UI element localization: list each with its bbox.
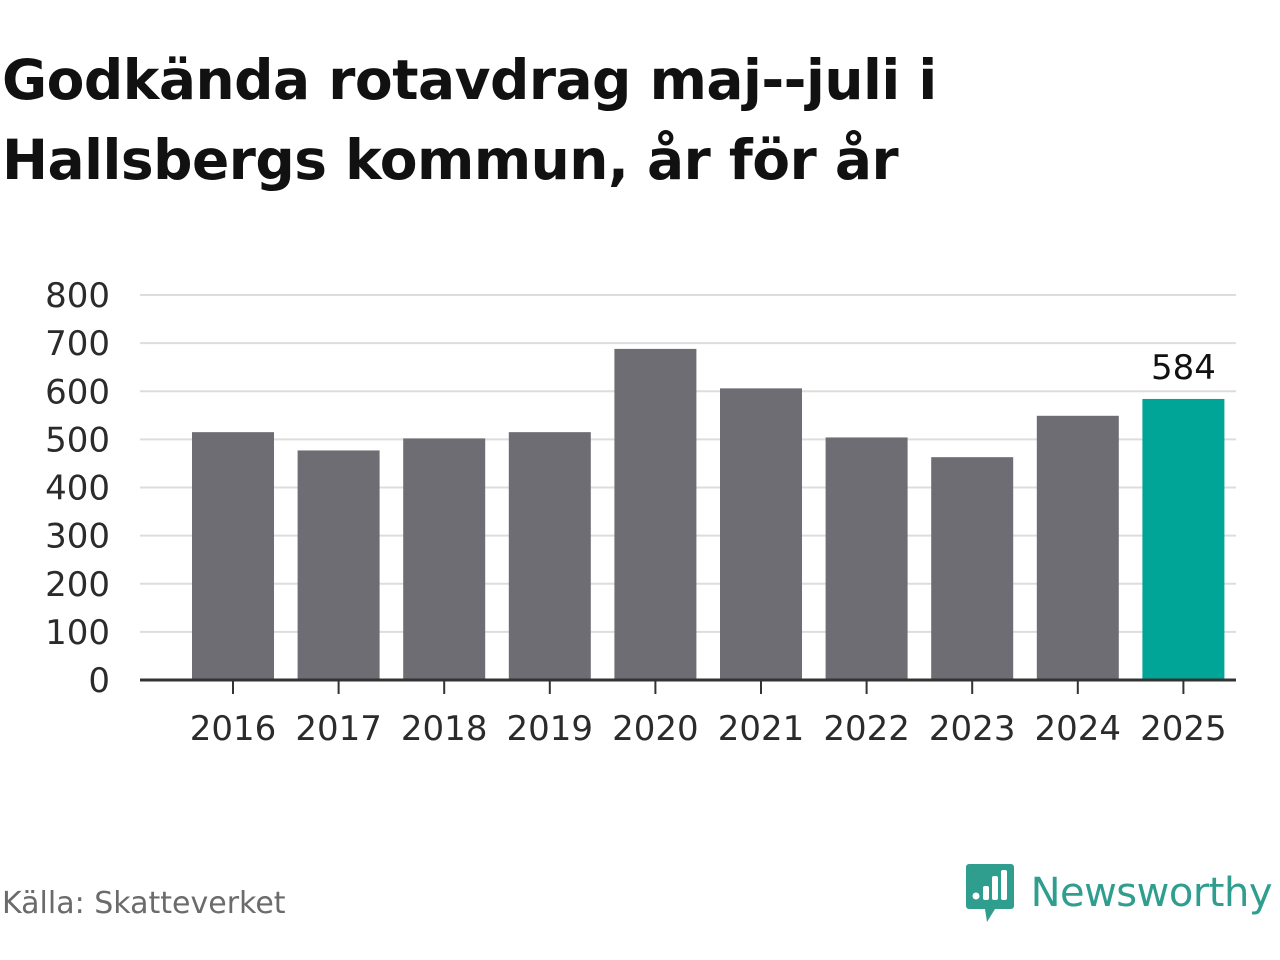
x-tick-label: 2021 xyxy=(718,709,805,749)
y-tick-label: 700 xyxy=(45,324,110,364)
x-tick-label: 2018 xyxy=(401,709,488,749)
y-tick-label: 100 xyxy=(45,613,110,653)
y-tick-label: 0 xyxy=(88,661,110,701)
brand-name: Newsworthy xyxy=(1030,870,1273,916)
bars xyxy=(192,348,1225,680)
newsworthy-logo-icon xyxy=(965,864,1014,922)
bar-2022 xyxy=(825,437,908,680)
source-note: Källa: Skatteverket xyxy=(2,886,286,921)
chart-title: Godkända rotavdrag maj--juli i Hallsberg… xyxy=(2,48,937,192)
x-tick-label: 2017 xyxy=(295,709,382,749)
bar-2017 xyxy=(297,450,380,680)
y-tick-label: 600 xyxy=(45,372,110,412)
x-tick-label: 2025 xyxy=(1140,709,1227,749)
bar-2019 xyxy=(508,432,591,680)
x-tick-label: 2022 xyxy=(823,709,910,749)
y-tick-label: 400 xyxy=(45,469,110,509)
data-label: 584 xyxy=(1151,348,1216,388)
bar-2020 xyxy=(614,348,697,680)
bar-2016 xyxy=(192,432,274,680)
x-tick-label: 2020 xyxy=(612,709,699,749)
y-tick-label: 300 xyxy=(45,517,110,557)
bar-2021 xyxy=(720,388,802,680)
bar-2025 xyxy=(1142,398,1225,680)
labels: 0 100 200 300 400 500 600 700 800 2016 2017 2018 201… xyxy=(45,276,1227,749)
bar-2024 xyxy=(1036,415,1119,680)
axes xyxy=(140,678,1236,694)
x-tick-label: 2016 xyxy=(190,709,277,749)
bar-2018 xyxy=(403,438,486,680)
y-tick-label: 800 xyxy=(45,276,110,316)
brand: Newsworthy xyxy=(965,862,1273,924)
y-tick-label: 500 xyxy=(45,420,110,460)
y-tick-label: 200 xyxy=(45,565,110,605)
x-tick-label: 2024 xyxy=(1035,709,1122,749)
x-tick-label: 2023 xyxy=(929,709,1016,749)
x-tick-label: 2019 xyxy=(507,709,594,749)
bar-2023 xyxy=(931,457,1014,680)
bar-chart: 0 100 200 300 400 500 600 700 800 2016 2017 2018 201… xyxy=(45,276,1236,749)
